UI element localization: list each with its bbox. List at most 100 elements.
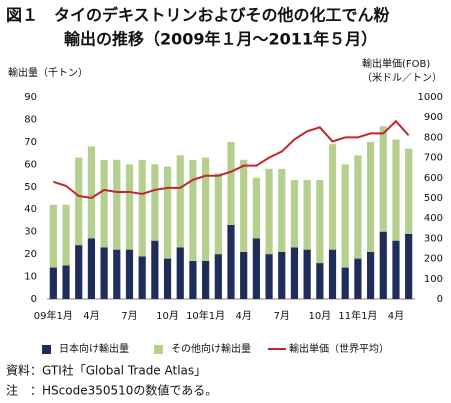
bar — [341, 267, 349, 299]
y2-tick-label: 200 — [424, 254, 443, 265]
line — [53, 119, 410, 200]
y-tick-label: 40 — [24, 204, 37, 215]
bar — [75, 245, 83, 299]
bar — [341, 164, 349, 268]
bar — [227, 224, 235, 299]
y-tick-label: 20 — [24, 249, 37, 260]
x-tick-label: 10月 — [156, 310, 179, 322]
bar — [87, 146, 96, 239]
y2-tick-label: 800 — [424, 132, 443, 143]
x-tick-label: 4月 — [236, 310, 252, 322]
bar — [176, 155, 184, 248]
x-tick-label: 10年1月 — [186, 309, 225, 322]
x-tick-label: 11年1月 — [338, 309, 377, 322]
bar — [354, 155, 362, 259]
y2-axis-label: （米ドル／トン） — [362, 71, 442, 84]
x-tick-label: 7月 — [121, 310, 137, 322]
legend-label: 輸出単価（世界平均） — [289, 342, 389, 355]
bar — [214, 254, 222, 299]
bar — [202, 157, 210, 261]
bar — [163, 258, 172, 299]
bar — [227, 141, 235, 225]
legend-label: その他向け輸出量 — [171, 342, 251, 355]
bar — [405, 233, 413, 299]
bar — [214, 173, 222, 255]
bar — [303, 180, 311, 250]
bar — [49, 267, 57, 299]
bar — [189, 159, 197, 261]
bar — [240, 251, 248, 299]
legend-swatch — [154, 345, 163, 354]
x-tick-label: 4月 — [388, 310, 404, 322]
bar — [366, 251, 375, 299]
bar — [240, 159, 248, 252]
y-tick-label: 10 — [24, 272, 37, 283]
chart-title: 図１ タイのデキストリンおよびその他の化工でん粉 — [6, 6, 390, 25]
y-tick-label: 80 — [24, 114, 37, 125]
bar — [62, 265, 70, 299]
bar — [392, 240, 400, 299]
legend-swatch — [42, 345, 51, 354]
bar — [113, 159, 121, 250]
x-tick-label: 7月 — [274, 310, 290, 322]
bar — [100, 247, 108, 299]
y-tick-label: 30 — [24, 227, 37, 238]
y2-axis-label: 輸出単価(FOB) — [362, 57, 430, 70]
bar — [151, 240, 159, 299]
y2-tick-label: 600 — [424, 173, 443, 184]
x-tick-label: 09年1月 — [34, 309, 73, 322]
y2-tick-label: 100 — [424, 274, 443, 285]
y2-tick-label: 700 — [424, 153, 443, 164]
note: 注 ：HScode350510の数値である。 — [6, 383, 217, 398]
bar — [62, 204, 70, 266]
y2-tick-label: 300 — [424, 233, 443, 244]
y2-tick-label: 1000 — [418, 92, 443, 103]
bar — [138, 159, 146, 257]
bar — [278, 168, 286, 252]
bar — [392, 139, 400, 241]
bar — [265, 254, 273, 299]
bar — [328, 144, 337, 250]
bar — [303, 249, 311, 299]
bar — [278, 251, 286, 299]
y-tick-label: 70 — [24, 137, 37, 148]
bar — [75, 157, 83, 246]
legend-label: 日本向け輸出量 — [59, 342, 129, 355]
x-tick-label: 4月 — [83, 310, 99, 322]
y2-tick-label: 900 — [424, 112, 443, 123]
bar — [265, 168, 273, 255]
bar — [202, 260, 210, 299]
y-tick-label: 0 — [31, 294, 37, 305]
bar — [163, 166, 172, 259]
bar — [113, 249, 121, 299]
note: 資料：GTI社「Global Trade Atlas」 — [6, 363, 206, 378]
y2-tick-label: 500 — [424, 193, 443, 204]
bar — [151, 164, 159, 241]
bar — [316, 263, 324, 299]
chart-title: 輸出の推移（2009年１月～2011年５月） — [64, 30, 377, 49]
y2-tick-label: 400 — [424, 213, 443, 224]
y-tick-label: 50 — [24, 182, 37, 193]
bar — [405, 148, 413, 234]
bar — [316, 180, 324, 264]
bar — [290, 247, 299, 299]
y-tick-label: 60 — [24, 159, 37, 170]
bar — [125, 249, 134, 299]
bar — [189, 260, 197, 299]
y2-tick-label: 0 — [437, 294, 443, 305]
bar — [379, 231, 387, 299]
bar — [125, 164, 134, 250]
bar — [354, 258, 362, 299]
bar — [379, 126, 387, 232]
x-tick-label: 10月 — [308, 310, 331, 322]
bar — [252, 177, 260, 239]
bar — [290, 180, 299, 248]
bar — [87, 238, 96, 299]
bar — [366, 141, 375, 252]
y-tick-label: 90 — [24, 92, 37, 103]
bar — [49, 204, 57, 268]
y-axis-label: 輸出量（千トン） — [8, 66, 88, 79]
bar — [328, 249, 337, 299]
bar — [252, 238, 260, 299]
